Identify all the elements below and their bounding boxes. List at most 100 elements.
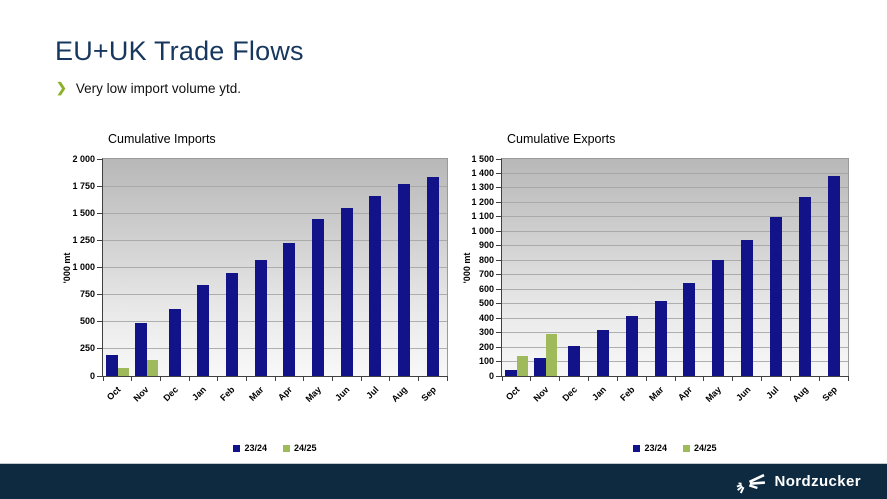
y-axis-tick [97, 348, 103, 350]
x-tick-label: Jul [764, 384, 781, 401]
legend-label: 24/25 [694, 443, 717, 453]
gridline [502, 288, 848, 290]
x-tick-label: Aug [389, 384, 409, 404]
bar-23/24-Oct [105, 355, 118, 376]
x-tick-label: Jul [364, 384, 381, 401]
x-tick-label: Mar [647, 384, 666, 403]
x-axis-tick [818, 376, 820, 381]
gridline [502, 187, 848, 189]
y-tick-label: 0 [488, 370, 494, 381]
bar-23/24-Oct [504, 369, 517, 376]
x-tick-label: Sep [819, 384, 839, 404]
bar-23/24-Mar [654, 300, 667, 376]
gridline [502, 274, 848, 276]
x-tick-label: May [303, 384, 323, 404]
bar-23/24-Sep [426, 176, 439, 376]
x-tick-label: Nov [131, 384, 151, 404]
bar-23/24-Feb [226, 272, 238, 376]
y-tick-label: 800 [478, 254, 494, 265]
x-axis-tick [645, 376, 647, 381]
y-axis-tick [496, 317, 502, 319]
gridline [502, 245, 848, 247]
bullet-text: Very low import volume ytd. [75, 80, 241, 96]
bar-23/24-Dec [168, 308, 181, 376]
bar-23/24-Jan [197, 285, 210, 376]
gridline [502, 230, 848, 232]
legend: 23/24 24/25 [501, 443, 849, 453]
legend-label: 23/24 [644, 443, 667, 453]
y-tick-label: 1 500 [72, 207, 95, 218]
gridline [502, 332, 848, 334]
x-axis-tick [446, 376, 448, 381]
bar-23/24-Mar [254, 260, 267, 376]
legend-label: 23/24 [244, 443, 267, 453]
y-axis-tick [97, 185, 103, 187]
legend-swatch-icon [683, 444, 690, 452]
y-axis-tick [97, 158, 103, 160]
x-tick-label: Jan [589, 384, 608, 403]
nordzucker-logo: Nordzucker [736, 467, 861, 497]
x-tick-label: Mar [247, 384, 266, 403]
y-axis-tick [496, 187, 502, 189]
x-axis-tick [245, 376, 247, 381]
x-axis-tick [360, 376, 362, 381]
bar-23/24-Jul [769, 216, 782, 376]
bar-23/24-Feb [625, 315, 638, 376]
x-axis-tick [703, 376, 705, 381]
gridline [103, 185, 447, 187]
chart-cumulative-imports: Cumulative Imports '000 mt 0 250 500 750 1 0… [55, 128, 455, 463]
x-axis-tick [559, 376, 561, 381]
bar-23/24-Jan [596, 329, 609, 376]
y-tick-label: 500 [79, 316, 95, 327]
gridline [502, 201, 848, 203]
y-tick-label: 750 [79, 289, 95, 300]
y-tick-label: 200 [478, 341, 494, 352]
nordzucker-wordmark: Nordzucker [774, 473, 861, 490]
y-axis-tick [496, 274, 502, 276]
y-axis-tick [496, 259, 502, 261]
y-axis-tick [496, 245, 502, 247]
x-tick-label: Apr [276, 384, 295, 403]
y-tick-label: 1 000 [72, 262, 95, 272]
plot-area: 0 100 200 300 400 500 600 700 800 900 1 000 1 100 1 … [471, 154, 849, 404]
bar-23/24-Jul [369, 196, 382, 376]
x-axis-tick [674, 376, 676, 381]
x-axis-tick [530, 376, 532, 381]
x-tick-label: May [703, 384, 724, 404]
x-axis-tick [761, 376, 762, 381]
x-axis-tick [217, 376, 219, 381]
x-tick-label: Sep [418, 384, 438, 404]
y-axis-tick [97, 321, 103, 323]
chart-title: Cumulative Exports [507, 132, 616, 146]
y-tick-label: 600 [478, 283, 494, 294]
legend-swatch-icon [283, 444, 290, 452]
x-axis-tick [616, 376, 618, 381]
x-tick-label: Jan [190, 384, 209, 403]
bar-23/24-Nov [134, 323, 147, 376]
y-axis-tick [496, 361, 502, 363]
y-tick-label: 1 200 [471, 196, 494, 207]
x-axis-tick [417, 376, 419, 381]
y-axis-tick [496, 375, 502, 377]
footer-bar: Nordzucker [0, 463, 887, 499]
legend: 23/24 24/25 [102, 443, 448, 453]
legend-item-23/24: 23/24 [633, 443, 667, 453]
gridline [502, 216, 848, 218]
legend-item-23/24: 23/24 [233, 443, 267, 453]
y-tick-label: 1 500 [471, 153, 494, 164]
legend-item-24/25: 24/25 [683, 443, 717, 453]
y-tick-label: 700 [478, 269, 494, 280]
y-tick-label: 1 250 [72, 234, 95, 245]
y-axis-tick [496, 346, 502, 348]
y-tick-label: 500 [478, 298, 494, 309]
bar-23/24-Jun [340, 208, 353, 376]
y-axis-tick [496, 172, 502, 174]
bar-24/25-Nov [546, 334, 558, 376]
x-axis-tick [389, 376, 391, 381]
gridline [502, 259, 848, 261]
x-tick-label: Nov [531, 384, 551, 404]
legend-label: 24/25 [294, 443, 317, 453]
bar-23/24-Jun [741, 240, 754, 376]
page-title: EU+UK Trade Flows [55, 36, 304, 66]
